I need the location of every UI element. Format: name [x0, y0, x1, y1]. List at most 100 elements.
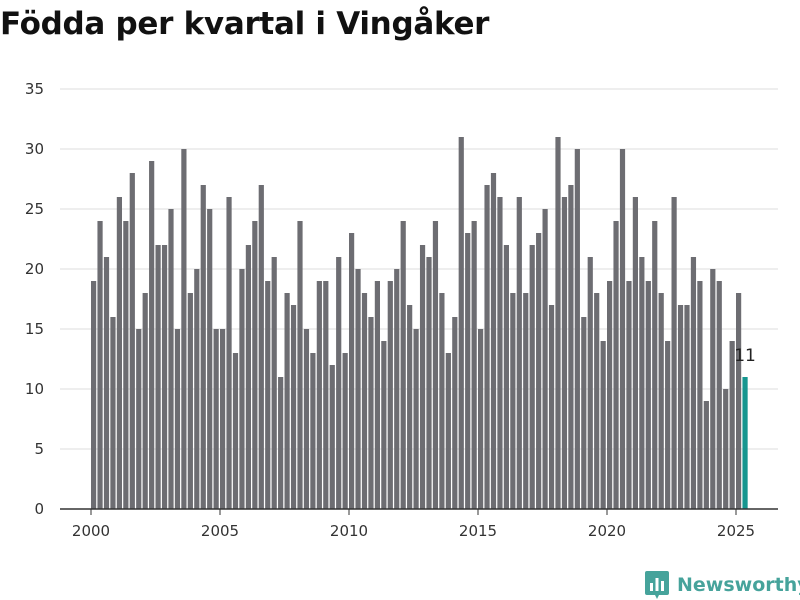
bar: [278, 377, 284, 509]
bar: [658, 293, 664, 509]
bar: [497, 197, 503, 509]
bar: [626, 281, 632, 509]
y-tick-label: 15: [25, 320, 44, 338]
bar: [716, 281, 722, 509]
bar: [426, 257, 432, 509]
bar: [142, 293, 148, 509]
bar-highlight: [742, 377, 748, 509]
y-tick-label: 0: [34, 500, 44, 518]
bar: [587, 257, 593, 509]
bar: [394, 269, 400, 509]
x-tick-label: 2020: [588, 522, 626, 540]
bar: [594, 293, 600, 509]
bar: [639, 257, 645, 509]
bar: [548, 305, 555, 509]
bar: [187, 293, 193, 509]
bar: [523, 293, 529, 509]
bar: [258, 185, 264, 509]
bar: [213, 329, 219, 509]
grid-lines: [60, 88, 778, 450]
bar: [703, 401, 709, 509]
bar: [568, 185, 574, 509]
bar: [697, 281, 703, 509]
bar: [342, 353, 348, 509]
y-tick-label: 10: [25, 380, 44, 398]
bar: [110, 317, 116, 509]
bar: [103, 257, 110, 509]
bar: [458, 137, 464, 509]
bar: [452, 317, 458, 509]
bar: [349, 233, 355, 509]
bar: [174, 329, 181, 509]
bar: [194, 269, 200, 509]
bar: [484, 185, 490, 509]
bar: [510, 293, 516, 509]
bar: [684, 305, 690, 509]
bar: [361, 293, 368, 509]
bar: [619, 149, 626, 509]
bar: [478, 329, 484, 509]
bar: [310, 353, 316, 509]
bar: [465, 233, 471, 509]
bar: [671, 197, 677, 509]
bar-chart-logo-icon: [645, 571, 669, 599]
bar: [400, 221, 406, 509]
bar: [200, 185, 206, 509]
x-tick-label: 2015: [459, 522, 497, 540]
bar: [471, 221, 477, 509]
bar: [645, 281, 651, 509]
data-labels: 11: [734, 346, 756, 366]
bar: [271, 257, 277, 509]
bar: [542, 209, 548, 509]
bar: [336, 257, 342, 509]
bar: [677, 305, 684, 509]
bar: [290, 305, 297, 509]
bar: [168, 209, 174, 509]
bars: [91, 137, 748, 509]
bar: [419, 245, 426, 509]
bar: [581, 317, 587, 509]
bar: [245, 245, 251, 509]
bar: [690, 257, 697, 509]
brand-logo: Newsworthy: [645, 570, 800, 600]
bar: [561, 197, 568, 509]
bar: [503, 245, 509, 509]
bar: [181, 149, 187, 509]
bar: [439, 293, 445, 509]
bar: [232, 353, 239, 509]
y-tick-label: 30: [25, 140, 44, 158]
bar: [381, 341, 387, 509]
bar: [387, 281, 393, 509]
bar: [220, 329, 226, 509]
y-tick-label: 35: [25, 80, 44, 98]
x-tick-label: 2005: [201, 522, 239, 540]
x-tick-label: 2010: [330, 522, 368, 540]
bar: [652, 221, 658, 509]
bar: [123, 221, 129, 509]
bar: [368, 317, 374, 509]
bar: [445, 353, 451, 509]
bar: [536, 233, 542, 509]
bar: [529, 245, 535, 509]
x-tick-label: 2000: [72, 522, 110, 540]
bar: [303, 329, 310, 509]
bar: [136, 329, 142, 509]
bar: [665, 341, 671, 509]
bar: [374, 281, 380, 509]
bar: [297, 221, 303, 509]
highlight-data-label: 11: [734, 346, 756, 366]
bar: [155, 245, 161, 509]
bar: [284, 293, 290, 509]
bar: [323, 281, 329, 509]
bar: [490, 173, 497, 509]
bar: [574, 149, 580, 509]
bar: [161, 245, 168, 509]
bar: [407, 305, 413, 509]
bar: [149, 161, 155, 509]
bar: [265, 281, 271, 509]
bar: [252, 221, 258, 509]
bar: [226, 197, 232, 509]
bar: [710, 269, 716, 509]
bar: [116, 197, 122, 509]
